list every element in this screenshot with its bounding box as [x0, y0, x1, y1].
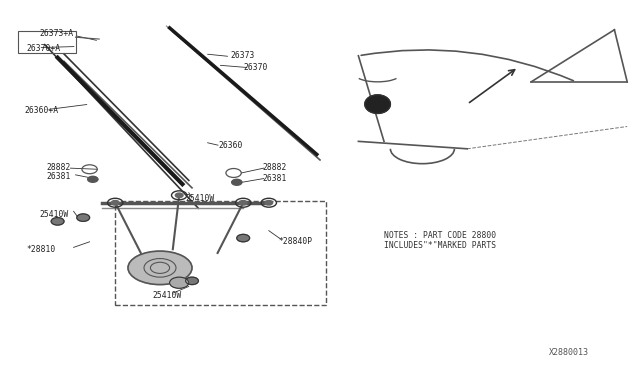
Bar	[115, 201, 326, 305]
Text: X2880013: X2880013	[549, 348, 589, 357]
Circle shape	[175, 193, 183, 198]
Circle shape	[186, 277, 198, 285]
Circle shape	[111, 201, 119, 205]
Text: 26373: 26373	[230, 51, 255, 60]
FancyArrowPatch shape	[361, 50, 573, 81]
Text: 26381: 26381	[262, 174, 287, 183]
Text: 28882: 28882	[46, 163, 70, 172]
Circle shape	[232, 179, 242, 185]
Text: NOTES : PART CODE 28800
INCLUDES"*"MARKED PARTS: NOTES : PART CODE 28800 INCLUDES"*"MARKE…	[384, 231, 496, 250]
Ellipse shape	[365, 95, 390, 113]
Text: 25410W: 25410W	[40, 210, 69, 219]
Text: *28810: *28810	[27, 245, 56, 254]
Circle shape	[265, 201, 273, 205]
Text: 26370+A: 26370+A	[27, 44, 61, 53]
Text: 25410W: 25410W	[152, 291, 182, 300]
Circle shape	[237, 234, 250, 242]
Text: *28840P: *28840P	[278, 237, 312, 246]
Text: 26360: 26360	[219, 141, 243, 150]
Circle shape	[170, 277, 189, 288]
Text: 26360+A: 26360+A	[24, 106, 58, 115]
Circle shape	[51, 218, 64, 225]
Circle shape	[239, 201, 247, 205]
Text: 25410W: 25410W	[186, 194, 215, 203]
Text: 26381: 26381	[46, 172, 70, 181]
Text: 26373+A: 26373+A	[40, 29, 74, 38]
Circle shape	[88, 176, 98, 182]
Circle shape	[77, 214, 90, 221]
Text: 26370: 26370	[243, 63, 268, 72]
Bar	[18, 31, 76, 53]
Ellipse shape	[128, 251, 192, 285]
Text: 28882: 28882	[262, 163, 287, 172]
